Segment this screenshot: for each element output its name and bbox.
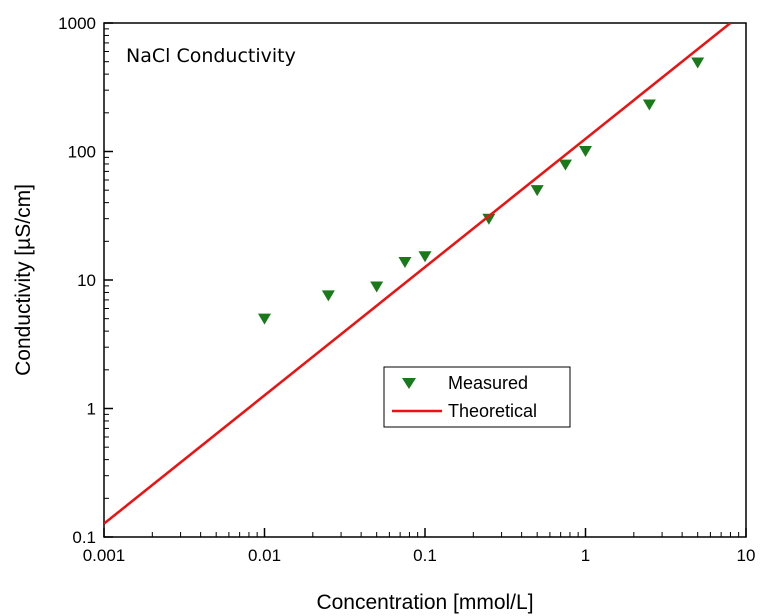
measured-point <box>370 281 384 293</box>
measured-point <box>530 185 544 197</box>
x-tick-label: 0.01 <box>248 546 281 565</box>
measured-point <box>558 159 572 171</box>
x-tick-label: 0.001 <box>83 546 126 565</box>
legend-label-measured: Measured <box>448 373 528 393</box>
x-tick-label: 0.1 <box>413 546 437 565</box>
legend-marker-measured <box>402 378 416 389</box>
legend-label-theoretical: Theoretical <box>448 401 537 421</box>
y-tick-label: 10 <box>77 271 96 290</box>
x-tick-label: 10 <box>737 546 756 565</box>
measured-point <box>482 213 496 225</box>
y-tick-label: 1000 <box>58 14 96 33</box>
legend: Measured Theoretical <box>383 366 571 428</box>
y-tick-label: 100 <box>68 143 96 162</box>
x-axis-title: Concentration [mmol/L] <box>316 591 533 614</box>
series-layer <box>104 23 732 525</box>
theoretical-line <box>104 23 732 525</box>
measured-point <box>258 313 271 325</box>
measured-point <box>579 145 592 157</box>
measured-point <box>321 290 335 302</box>
measured-point <box>691 57 705 69</box>
legend-box <box>383 366 571 428</box>
measured-point <box>418 251 432 263</box>
y-axis-title: Conductivity [µS/cm] <box>12 184 35 376</box>
axes: 0.001 0.01 0.1 1 10 0.1 1 10 100 1000 <box>58 14 755 565</box>
x-tick-label: 1 <box>581 546 590 565</box>
y-tick-label: 0.1 <box>72 528 96 547</box>
measured-point <box>398 257 412 269</box>
measured-point <box>642 99 656 111</box>
y-tick-label: 1 <box>87 400 96 419</box>
chart-title: NaCl Conductivity <box>126 45 296 67</box>
